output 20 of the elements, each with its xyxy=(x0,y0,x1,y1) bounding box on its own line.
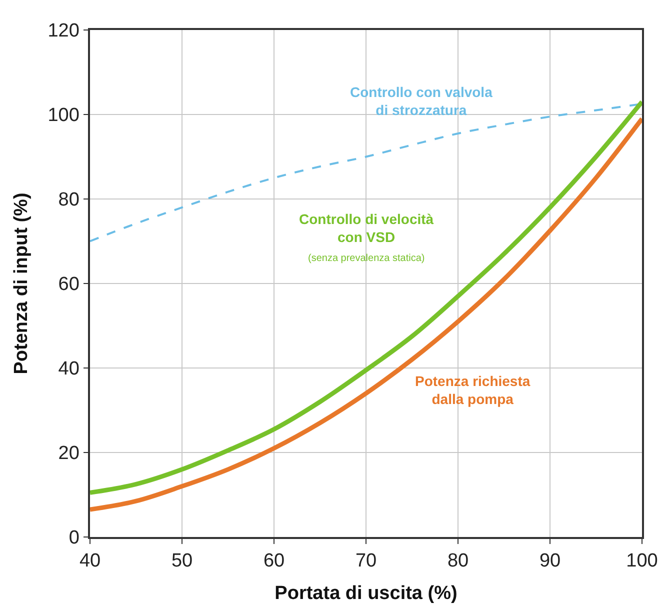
y-axis-title: Potenza di input (%) xyxy=(11,192,32,374)
x-tick-label: 100 xyxy=(626,550,658,572)
x-tick-label: 60 xyxy=(263,550,285,572)
series-label: Potenza richiesta dalla pompa xyxy=(415,373,530,408)
y-tick-label: 20 xyxy=(58,443,80,464)
y-tick-label: 80 xyxy=(58,190,80,211)
y-tick-label: 60 xyxy=(58,274,80,296)
text: Controllo di velocità con VSD xyxy=(299,211,434,246)
x-tick-label: 40 xyxy=(79,550,101,572)
y-tick-label: 40 xyxy=(58,358,80,380)
x-tick-label: 50 xyxy=(171,550,193,572)
y-tick-label: 100 xyxy=(48,105,80,126)
series-label: Controllo con valvola di strozzatura xyxy=(350,84,493,118)
y-tick-label: 0 xyxy=(68,528,80,549)
x-tick-label: 80 xyxy=(447,550,469,572)
y-tick-label: 120 xyxy=(48,20,80,42)
x-tick-label: 90 xyxy=(539,550,561,572)
x-tick-label: 70 xyxy=(355,550,377,572)
annotation: (senza prevalenza statica) xyxy=(308,253,425,264)
x-axis-title: Portata di uscita (%) xyxy=(274,582,458,604)
